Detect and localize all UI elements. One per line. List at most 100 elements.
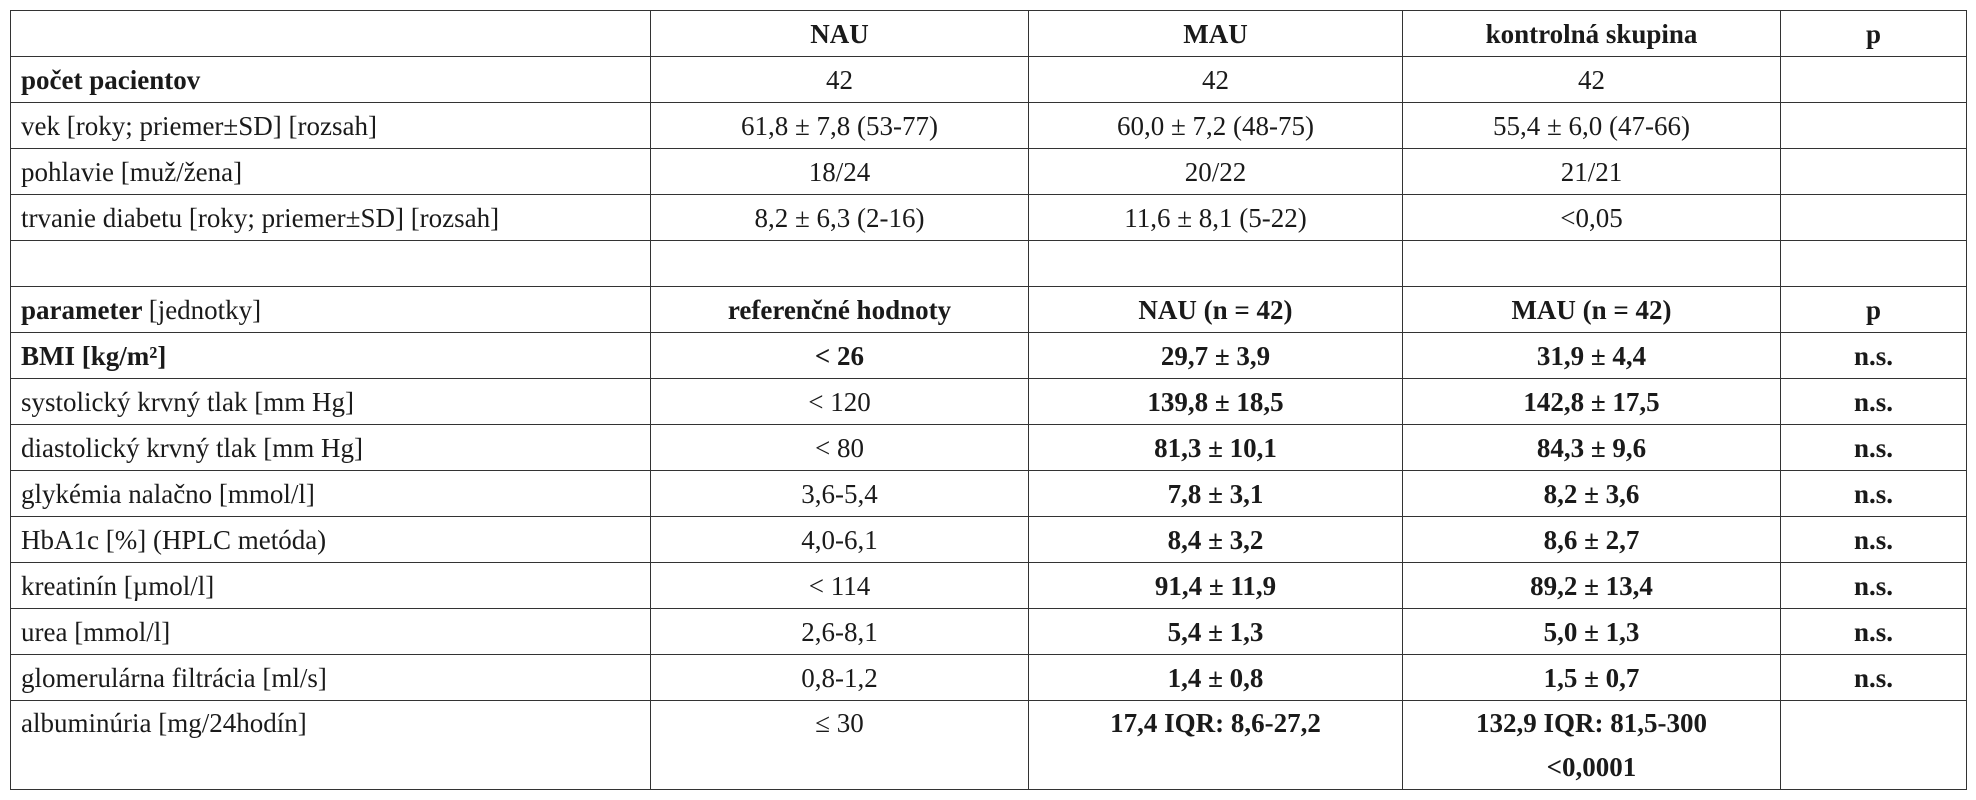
table-cell: n.s.	[1780, 332, 1967, 379]
table-cell: diastolický krvný tlak [mm Hg]	[10, 424, 651, 471]
table-cell: 21/21	[1402, 148, 1781, 195]
table-cell: glykémia nalačno [mmol/l]	[10, 470, 651, 517]
table-cell: parameter [jednotky]	[10, 286, 651, 333]
table-cell	[1780, 148, 1967, 195]
table-cell: 5,0 ± 1,3	[1402, 608, 1781, 655]
table-cell: vek [roky; priemer±SD] [rozsah]	[10, 102, 651, 149]
table-row: BMI [kg/m²] < 26 29,7 ± 3,9 31,9 ± 4,4 n.s.	[10, 332, 1967, 379]
table-cell: NAU	[650, 10, 1029, 57]
table-cell: < 114	[650, 562, 1029, 609]
table-cell: n.s.	[1780, 516, 1967, 563]
table-cell: kontrolná skupina	[1402, 10, 1781, 57]
table-cell: MAU	[1028, 10, 1403, 57]
table-cell: 55,4 ± 6,0 (47-66)	[1402, 102, 1781, 149]
table-cell: n.s.	[1780, 470, 1967, 517]
table-cell: počet pacientov	[10, 56, 651, 103]
table-cell	[1780, 700, 1967, 790]
table-row: albuminúria [mg/24hodín] ≤ 30 17,4 IQR: 8,…	[10, 700, 1967, 790]
table-cell: < 26	[650, 332, 1029, 379]
table-cell: n.s.	[1780, 654, 1967, 701]
table-cell: n.s.	[1780, 562, 1967, 609]
table-body: NAU MAU kontrolná skupina p počet pacientov 4…	[10, 10, 1967, 790]
table-cell: 91,4 ± 11,9	[1028, 562, 1403, 609]
table-cell: n.s.	[1780, 424, 1967, 471]
table-cell	[1780, 102, 1967, 149]
table-cell: 5,4 ± 1,3	[1028, 608, 1403, 655]
table-cell: 8,2 ± 3,6	[1402, 470, 1781, 517]
table-cell: 7,8 ± 3,1	[1028, 470, 1403, 517]
table-cell: 29,7 ± 3,9	[1028, 332, 1403, 379]
table-cell	[10, 240, 651, 287]
table-cell: n.s.	[1780, 608, 1967, 655]
table-cell: < 80	[650, 424, 1029, 471]
table-cell	[1780, 240, 1967, 287]
table-cell	[10, 10, 651, 57]
table-cell: 8,2 ± 6,3 (2-16)	[650, 194, 1029, 241]
table-cell: 17,4 IQR: 8,6-27,2	[1028, 700, 1403, 790]
table-cell: p	[1780, 286, 1967, 333]
table-row: trvanie diabetu [roky; priemer±SD] [rozs…	[10, 194, 1967, 241]
table-cell: MAU (n = 42)	[1402, 286, 1781, 333]
table-cell: 84,3 ± 9,6	[1402, 424, 1781, 471]
table-cell: glomerulárna filtrácia [ml/s]	[10, 654, 651, 701]
table-cell: trvanie diabetu [roky; priemer±SD] [rozs…	[10, 194, 651, 241]
table-cell: 89,2 ± 13,4	[1402, 562, 1781, 609]
table-cell	[1402, 240, 1781, 287]
table-cell: <0,05	[1402, 194, 1781, 241]
table-cell: n.s.	[1780, 378, 1967, 425]
table-cell	[1028, 240, 1403, 287]
table-cell: 11,6 ± 8,1 (5-22)	[1028, 194, 1403, 241]
cell-text: [jednotky]	[148, 294, 262, 325]
table-row: HbA1c [%] (HPLC metóda) 4,0-6,1 8,4 ± 3,2 8…	[10, 516, 1967, 563]
table-row: vek [roky; priemer±SD] [rozsah] 61,8 ± 7,…	[10, 102, 1967, 149]
table-cell: 4,0-6,1	[650, 516, 1029, 563]
table-cell: 42	[650, 56, 1029, 103]
table-row: glykémia nalačno [mmol/l] 3,6-5,4 7,8 ± 3,…	[10, 470, 1967, 517]
table-cell: 42	[1402, 56, 1781, 103]
table-cell: 0,8-1,2	[650, 654, 1029, 701]
table-cell: 31,9 ± 4,4	[1402, 332, 1781, 379]
table-cell: 142,8 ± 17,5	[1402, 378, 1781, 425]
table-row: glomerulárna filtrácia [ml/s] 0,8-1,2 1,4 …	[10, 654, 1967, 701]
table-cell: 61,8 ± 7,8 (53-77)	[650, 102, 1029, 149]
table-cell: referenčné hodnoty	[650, 286, 1029, 333]
table-cell: ≤ 30	[650, 700, 1029, 790]
table-row	[10, 240, 1967, 287]
table-row: pohlavie [muž/žena] 18/24 20/22 21/21	[10, 148, 1967, 195]
table-cell: 8,6 ± 2,7	[1402, 516, 1781, 563]
table-cell: p	[1780, 10, 1967, 57]
table-cell: urea [mmol/l]	[10, 608, 651, 655]
table-row: parameter [jednotky] referenčné hodnoty NA…	[10, 286, 1967, 333]
table-cell: 60,0 ± 7,2 (48-75)	[1028, 102, 1403, 149]
table-cell: 42	[1028, 56, 1403, 103]
table-cell: NAU (n = 42)	[1028, 286, 1403, 333]
table-cell: 2,6-8,1	[650, 608, 1029, 655]
table-row: počet pacientov 42 42 42	[10, 56, 1967, 103]
data-table: NAU MAU kontrolná skupina p počet pacientov 4…	[10, 10, 1967, 790]
table-cell: 20/22	[1028, 148, 1403, 195]
table-cell: 139,8 ± 18,5	[1028, 378, 1403, 425]
table-cell: HbA1c [%] (HPLC metóda)	[10, 516, 651, 563]
table-cell: BMI [kg/m²]	[10, 332, 651, 379]
table-cell: 1,4 ± 0,8	[1028, 654, 1403, 701]
table-cell: 1,5 ± 0,7	[1402, 654, 1781, 701]
table-cell: kreatinín [µmol/l]	[10, 562, 651, 609]
cell-bold-text: parameter	[21, 294, 142, 325]
table-cell: 8,4 ± 3,2	[1028, 516, 1403, 563]
table-cell: 81,3 ± 10,1	[1028, 424, 1403, 471]
table-cell: 18/24	[650, 148, 1029, 195]
table-cell: pohlavie [muž/žena]	[10, 148, 651, 195]
table-cell: < 120	[650, 378, 1029, 425]
table-cell	[1780, 194, 1967, 241]
table-cell: 132,9 IQR: 81,5-300 <0,0001	[1402, 700, 1781, 790]
table-row: kreatinín [µmol/l] < 114 91,4 ± 11,9 89,2 ±…	[10, 562, 1967, 609]
table-cell: 3,6-5,4	[650, 470, 1029, 517]
table-row: urea [mmol/l] 2,6-8,1 5,4 ± 1,3 5,0 ± 1,3 n.…	[10, 608, 1967, 655]
table-row: diastolický krvný tlak [mm Hg] < 80 81,3 ±…	[10, 424, 1967, 471]
table-cell: albuminúria [mg/24hodín]	[10, 700, 651, 790]
table-cell	[650, 240, 1029, 287]
table-row: NAU MAU kontrolná skupina p	[10, 10, 1967, 57]
table-cell	[1780, 56, 1967, 103]
table-cell: systolický krvný tlak [mm Hg]	[10, 378, 651, 425]
